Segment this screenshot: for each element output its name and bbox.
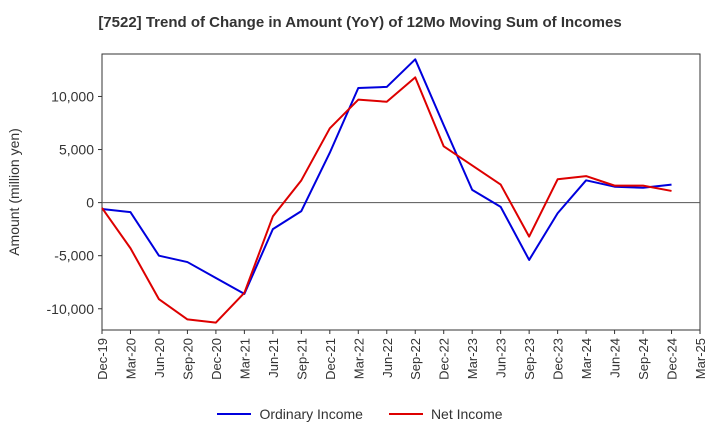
x-tick-label: Sep-24 [636,338,651,380]
y-tick-label: 5,000 [59,142,94,158]
x-tick-label: Sep-22 [408,338,423,380]
x-tick-label: Jun-21 [266,338,281,378]
x-tick-label: Dec-21 [323,338,338,380]
x-tick-label: Dec-23 [551,338,566,380]
legend-item-net-income: Net Income [388,406,503,422]
x-tick-label: Sep-21 [294,338,309,380]
series-layer [101,58,672,324]
x-tick-label: Mar-21 [237,338,252,379]
x-tick-label: Dec-24 [665,338,680,380]
x-tick-label: Mar-22 [351,338,366,379]
y-tick-label: -10,000 [47,301,95,317]
y-axis-label: Amount (million yen) [6,128,22,256]
legend-swatch-ordinary-income [217,413,252,415]
legend-item-ordinary-income: Ordinary Income [217,406,363,422]
x-tick-label: Jun-20 [152,338,167,378]
x-tick-label: Sep-20 [180,338,195,380]
x-tick-label: Mar-20 [123,338,138,379]
x-tick-label: Jun-22 [380,338,395,378]
x-tick-label: Mar-24 [579,338,594,379]
x-tick-label: Dec-19 [95,338,110,380]
y-tick-label: 0 [86,195,94,211]
legend-swatch-net-income [388,413,423,415]
x-tick-label: Jun-24 [608,338,623,378]
legend: Ordinary Income Net Income [0,406,720,422]
legend-label-net-income: Net Income [430,406,503,422]
plot-frame [101,53,701,331]
y-tick-label: 10,000 [51,88,94,104]
x-tick-label: Mar-25 [693,338,708,379]
x-tick-label: Dec-22 [437,338,452,380]
legend-label-ordinary-income: Ordinary Income [259,406,363,422]
chart-title: [7522] Trend of Change in Amount (YoY) o… [98,14,622,31]
series-line-net-income [101,76,672,324]
x-tick-label: Mar-23 [465,338,480,379]
x-tick-label: Dec-20 [209,338,224,380]
label-layer: -10,000 -5,000 0 5,000 10,000 Dec-19 Mar-20 Jun… [6,88,708,379]
y-tick-label: -5,000 [54,248,94,264]
series-line-ordinary-income [101,58,672,295]
axis-layer [98,53,701,334]
x-tick-label: Jun-23 [494,338,509,378]
x-tick-label: Sep-23 [522,338,537,380]
